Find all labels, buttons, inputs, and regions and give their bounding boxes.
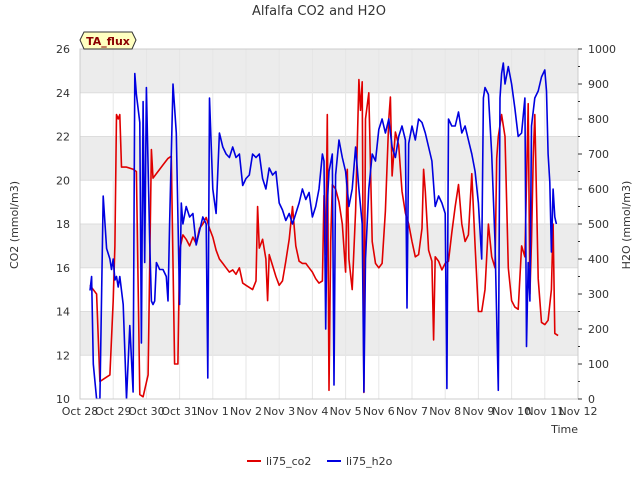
x-tick-label: Nov 2 bbox=[230, 405, 262, 418]
x-tick-label: Nov 5 bbox=[330, 405, 362, 418]
badge-box bbox=[79, 31, 137, 50]
x-tick-label: Oct 31 bbox=[161, 405, 198, 418]
y-left-tick-label: 12 bbox=[56, 349, 70, 362]
x-tick-label: Oct 28 bbox=[62, 405, 99, 418]
x-tick-label: Nov 12 bbox=[559, 405, 598, 418]
x-tick-label: Oct 30 bbox=[128, 405, 165, 418]
x-tick-label: Nov 4 bbox=[296, 405, 328, 418]
x-tick-label: Nov 3 bbox=[263, 405, 295, 418]
y-left-tick-label: 24 bbox=[56, 87, 70, 100]
y-right-tick-label: 300 bbox=[588, 288, 609, 301]
x-tick-label: Nov 10 bbox=[492, 405, 531, 418]
y-left-tick-label: 22 bbox=[56, 131, 70, 144]
x-tick-label: Oct 29 bbox=[95, 405, 132, 418]
y-right-tick-label: 1000 bbox=[588, 43, 616, 56]
x-tick-label: Nov 9 bbox=[462, 405, 494, 418]
y-left-tick-label: 16 bbox=[56, 262, 70, 275]
legend: li75_co2 li75_h2o bbox=[247, 455, 393, 468]
x-tick-label: Nov 7 bbox=[396, 405, 428, 418]
x-axis-label: Time bbox=[550, 423, 578, 436]
series-layer bbox=[89, 62, 559, 399]
y-right-tick-label: 400 bbox=[588, 253, 609, 266]
y-right-tick-label: 100 bbox=[588, 358, 609, 371]
right-axis: 0 100 200 300 400 500 600 700 800 900 1000 bbox=[578, 43, 616, 406]
y-left-tick-label: 26 bbox=[56, 43, 70, 56]
y-right-tick-label: 900 bbox=[588, 78, 609, 91]
y-right-tick-label: 500 bbox=[588, 218, 609, 231]
y-left-tick-label: 10 bbox=[56, 393, 70, 406]
legend-label-co2: li75_co2 bbox=[266, 455, 311, 468]
y-right-tick-label: 700 bbox=[588, 148, 609, 161]
x-tick-label: Nov 11 bbox=[525, 405, 564, 418]
plot-band bbox=[80, 92, 578, 137]
y-right-tick-label: 800 bbox=[588, 113, 609, 126]
plot-band bbox=[80, 49, 578, 93]
y-left-tick-label: 14 bbox=[56, 306, 70, 319]
chart-title: Alfalfa CO2 and H2O bbox=[252, 4, 386, 19]
y-right-tick-label: 600 bbox=[588, 183, 609, 196]
y-left-tick-label: 20 bbox=[56, 174, 70, 187]
x-tick-label: Nov 1 bbox=[197, 405, 229, 418]
x-tick-label: Nov 8 bbox=[429, 405, 461, 418]
left-axis: 10 12 14 16 18 20 22 24 26 bbox=[56, 43, 70, 406]
legend-item-co2: li75_co2 bbox=[247, 455, 311, 468]
series-line-li75_h2o bbox=[89, 62, 558, 399]
y-axis-right-label: H2O (mmol/m3) bbox=[620, 181, 633, 270]
y-left-tick-label: 18 bbox=[56, 218, 70, 231]
x-tick-label: Nov 6 bbox=[363, 405, 395, 418]
legend-label-h2o: li75_h2o bbox=[346, 455, 393, 468]
y-right-tick-label: 0 bbox=[588, 393, 595, 406]
y-right-tick-label: 200 bbox=[588, 323, 609, 336]
legend-item-h2o: li75_h2o bbox=[327, 455, 393, 468]
plot-band bbox=[80, 180, 578, 224]
ta-flux-badge: TA_flux bbox=[79, 31, 137, 50]
y-axis-left-label: CO2 (mmol/m3) bbox=[8, 181, 21, 269]
badge-label: TA_flux bbox=[86, 35, 130, 48]
